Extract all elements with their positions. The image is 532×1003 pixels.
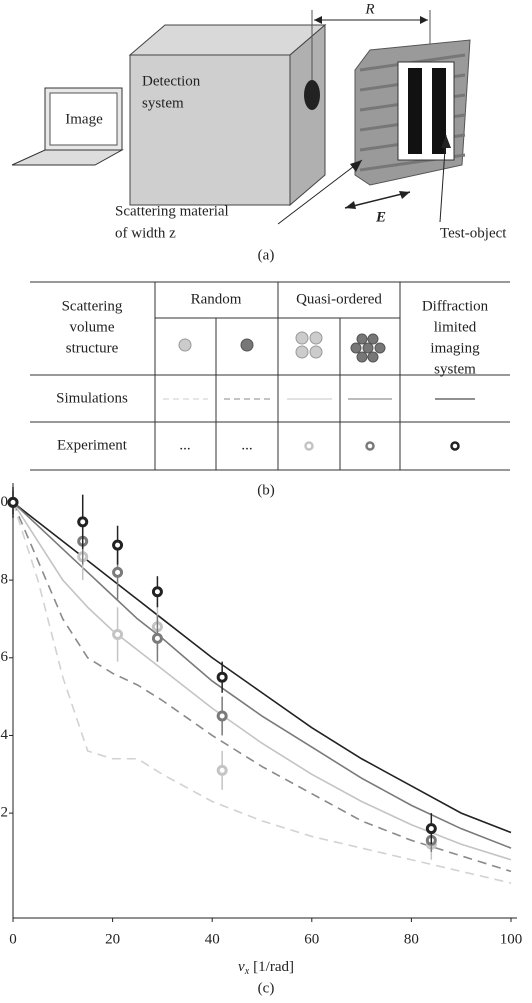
cell: ...: [179, 437, 190, 453]
icon: [179, 339, 191, 351]
cell: imaging: [430, 340, 480, 356]
icon: [296, 332, 322, 358]
data-point: [218, 712, 226, 720]
x-tick-label: 40: [205, 931, 220, 947]
bar: [408, 68, 422, 154]
cell: limited: [434, 319, 477, 335]
sample: [306, 443, 313, 450]
x-tick-label: 20: [105, 931, 120, 947]
cell: system: [434, 361, 476, 377]
cell: volume: [70, 319, 115, 335]
y-tick-label: 0.2: [0, 805, 8, 821]
cell: Random: [191, 291, 242, 307]
data-point: [79, 518, 87, 526]
cell: ...: [241, 437, 252, 453]
arrow-head: [399, 191, 410, 199]
unit: [1/rad]: [253, 959, 294, 975]
arrow-head: [420, 16, 428, 24]
data-point: [114, 541, 122, 549]
data-point: [114, 630, 122, 638]
figure: Image Detection system R E Scatterin: [0, 0, 532, 1003]
data-point: [114, 568, 122, 576]
series-line: [13, 502, 511, 848]
table: Scattering volume structure Random Quasi…: [30, 282, 510, 498]
r-label: R: [364, 1, 374, 17]
y-tick-label: 0.8: [0, 572, 8, 588]
diagram: Image Detection system R E Scatterin: [12, 1, 507, 263]
object-label: Test-object: [440, 225, 507, 241]
data-point: [218, 766, 226, 774]
cell: Experiment: [57, 437, 128, 453]
arrow-head: [314, 16, 322, 24]
arrow-head: [345, 201, 356, 209]
series-line: [13, 502, 511, 832]
cell: structure: [66, 340, 119, 356]
x-tick-label: 0: [9, 931, 17, 947]
y-tick-label: 0.4: [0, 727, 9, 743]
caption: (a): [258, 247, 275, 263]
subscript: x: [244, 966, 250, 977]
cell: Scattering: [62, 298, 123, 314]
page: Image Detection system R E Scatterin: [0, 0, 532, 1003]
detector-label: Detection: [142, 73, 201, 89]
x-tick-label: 60: [304, 931, 319, 947]
screen-label: Image: [65, 111, 103, 127]
data-point: [427, 825, 435, 833]
icon: [241, 339, 253, 351]
data-point: [9, 498, 17, 506]
caption: (c): [258, 980, 275, 996]
caption: (b): [257, 482, 275, 498]
cell: Diffraction: [422, 298, 489, 314]
material-label: of width z: [115, 225, 176, 241]
material-label: Scattering material: [115, 203, 229, 219]
e-label: E: [375, 209, 386, 225]
plot: vx[1/rad] (c) 1.0 0.8 0.6 0.4 0.2 0 20 40 60 80 10…: [0, 483, 522, 996]
sample: [452, 443, 459, 450]
y-tick-label: 1.0: [0, 494, 8, 510]
data-point: [153, 588, 161, 596]
data-point: [153, 634, 161, 642]
x-tick-label: 80: [404, 931, 419, 947]
lens: [304, 80, 320, 110]
box-side: [290, 25, 325, 205]
cell: Simulations: [56, 390, 128, 406]
icon: [351, 334, 385, 362]
sample: [367, 443, 374, 450]
keyboard: [12, 150, 122, 165]
x-tick-label: 100: [500, 931, 523, 947]
detector-label: system: [142, 95, 184, 111]
data-point: [218, 673, 226, 681]
y-tick-label: 0.6: [0, 649, 9, 665]
cell: Quasi-ordered: [296, 291, 382, 307]
x-axis-label: vx[1/rad]: [238, 959, 294, 977]
